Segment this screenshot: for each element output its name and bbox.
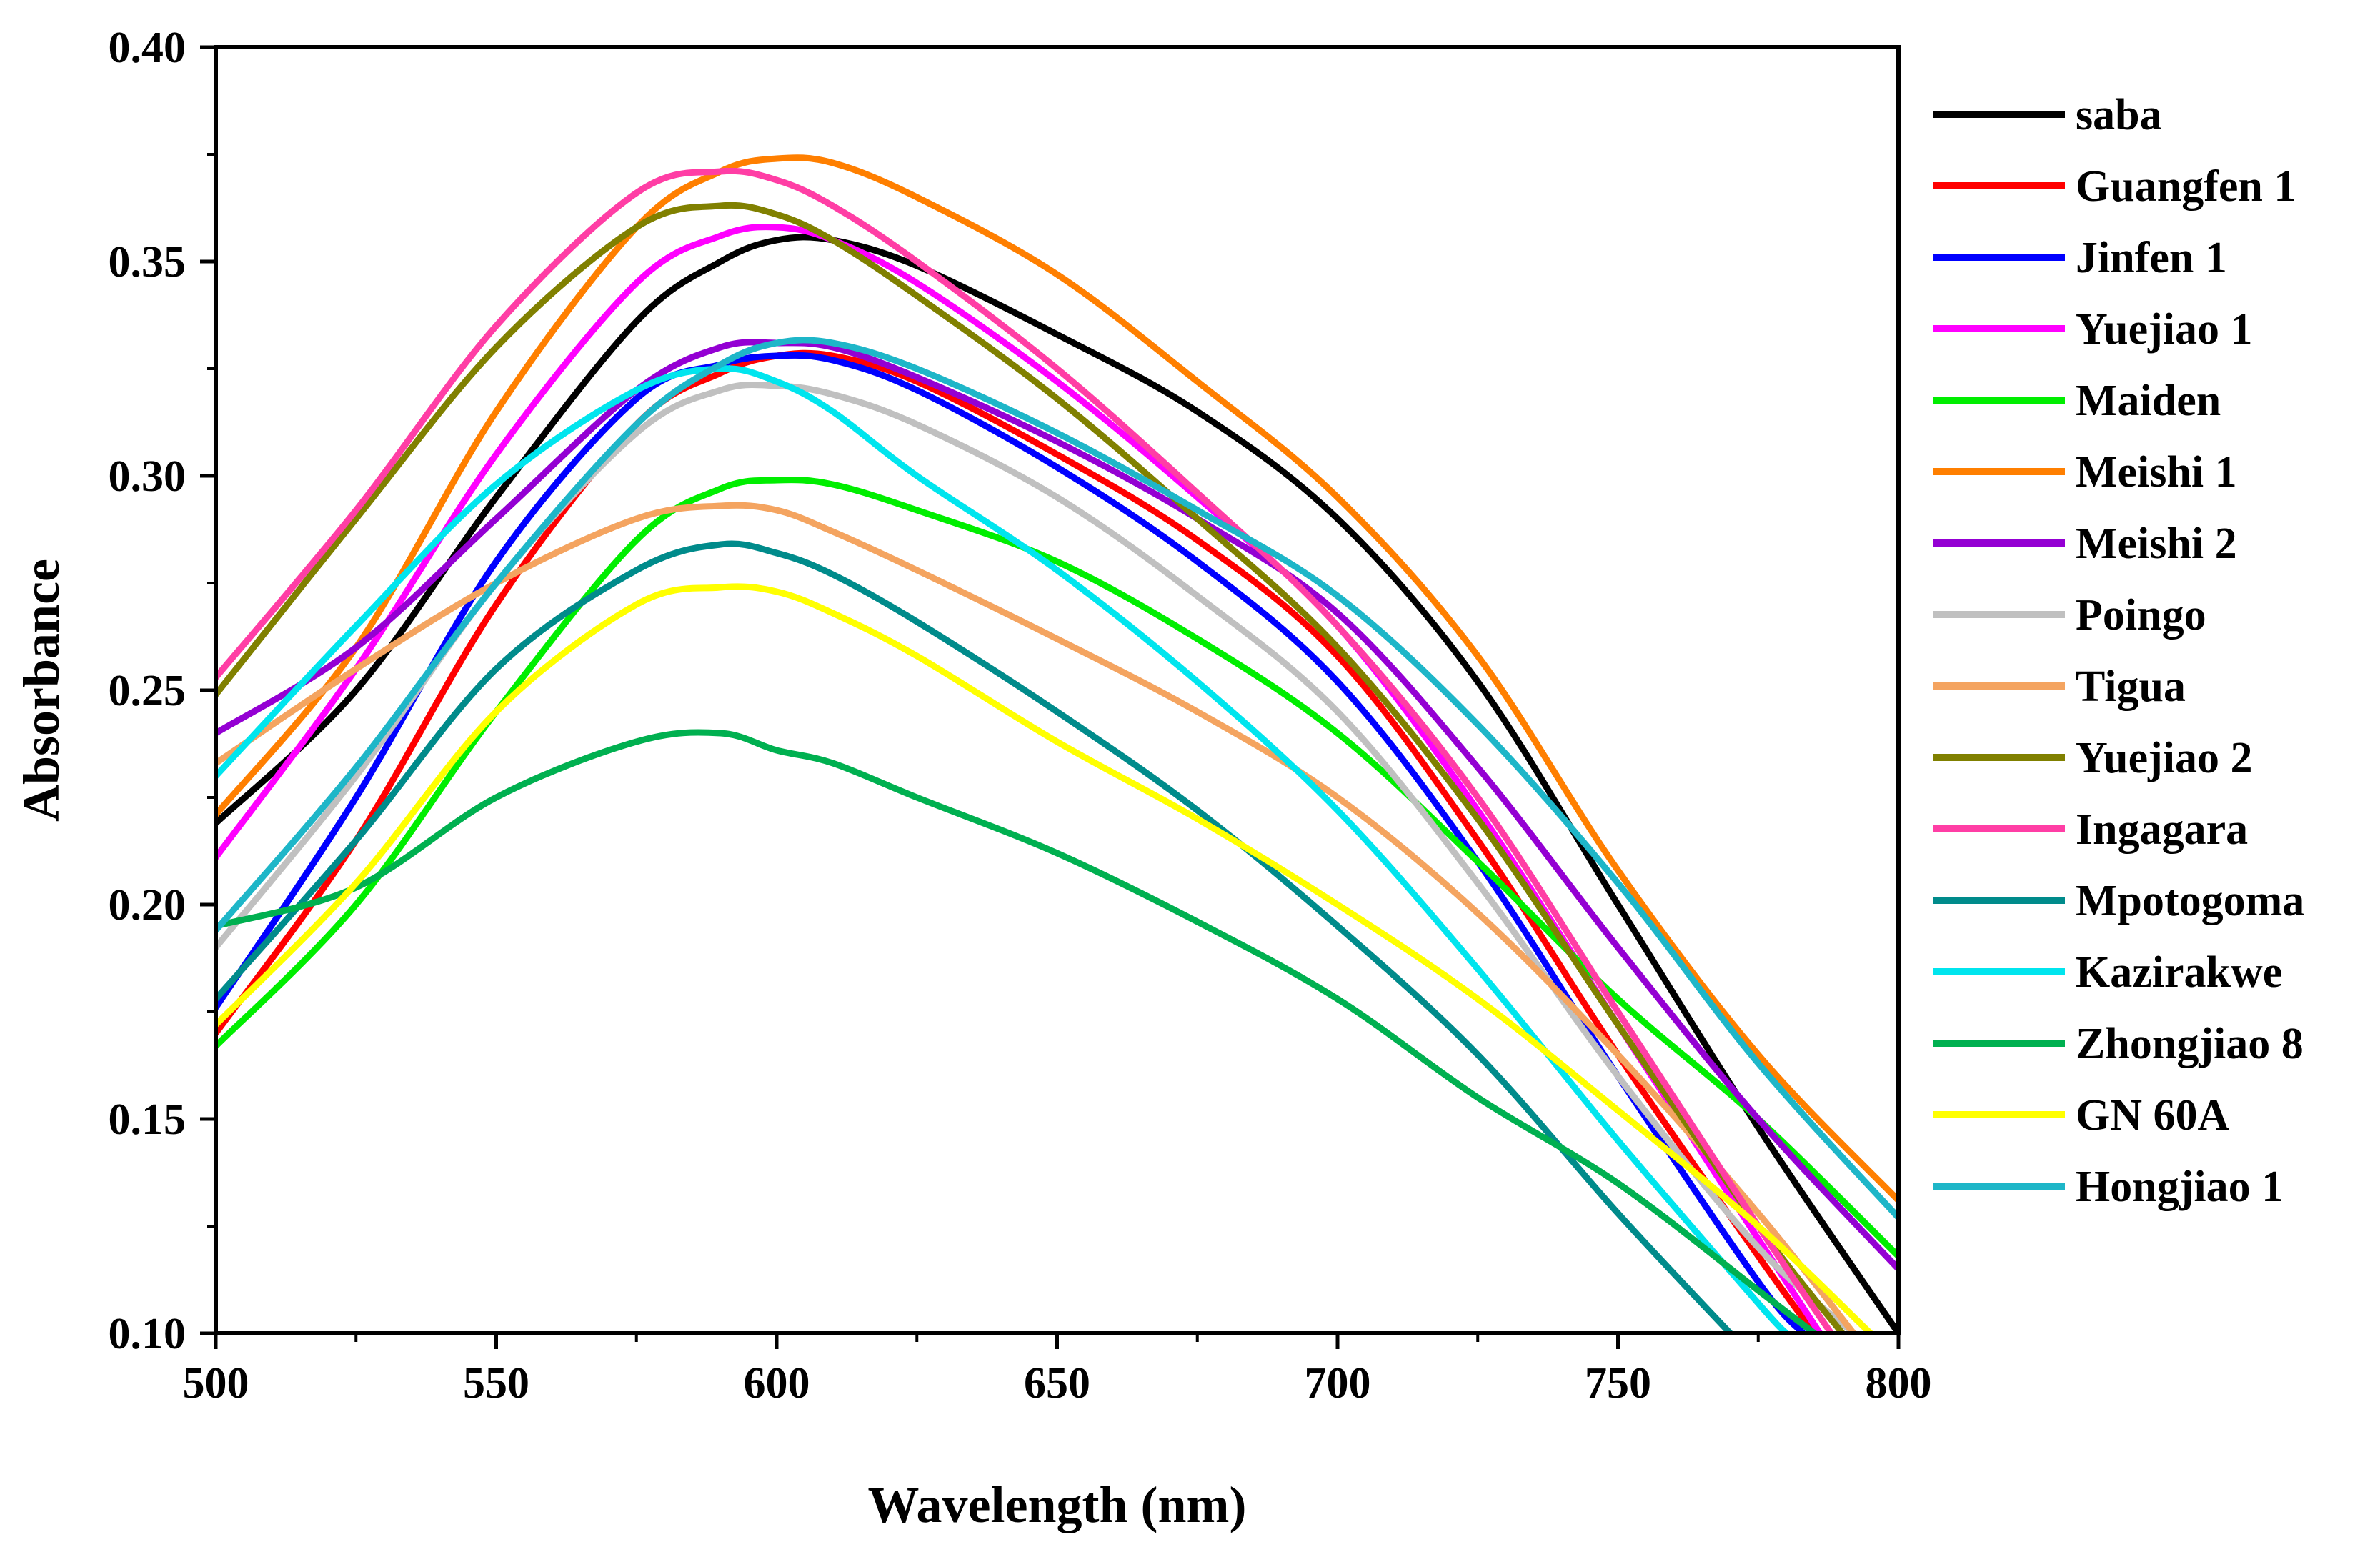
x-tick-label: 800 bbox=[1866, 1359, 1932, 1408]
y-tick-label: 0.20 bbox=[109, 881, 186, 930]
x-tick-label: 600 bbox=[744, 1359, 810, 1408]
legend-label: Meishi 1 bbox=[2076, 448, 2237, 497]
legend-label: Yuejiao 1 bbox=[2076, 305, 2252, 354]
series-line-zhongjiao-8 bbox=[216, 729, 1818, 1333]
y-tick-label: 0.40 bbox=[109, 24, 186, 72]
x-tick-label: 750 bbox=[1585, 1359, 1651, 1408]
legend-label: Guangfen 1 bbox=[2076, 162, 2296, 211]
series-line-gn-60a bbox=[216, 583, 1874, 1333]
y-tick-label: 0.10 bbox=[109, 1310, 186, 1358]
x-tick-label: 700 bbox=[1305, 1359, 1371, 1408]
series-line-meishi-1 bbox=[216, 154, 1898, 1204]
series-line-meishi-2 bbox=[216, 339, 1898, 1273]
legend-label: Kazirakwe bbox=[2076, 948, 2282, 997]
legend-label: Hongjiao 1 bbox=[2076, 1163, 2284, 1211]
series-line-hongjiao-1 bbox=[216, 337, 1898, 1221]
axes-layer: 500 550 600 650 700 750 800 0.10 0.15 0.20 0.25 0.3… bbox=[109, 24, 1932, 1408]
series-line-saba bbox=[216, 234, 1898, 1333]
y-tick-label: 0.15 bbox=[109, 1095, 186, 1144]
series-layer bbox=[216, 154, 1898, 1333]
legend-label: Yuejiao 2 bbox=[2076, 734, 2252, 782]
series-line-jinfen-1 bbox=[216, 352, 1807, 1333]
y-tick-label: 0.35 bbox=[109, 238, 186, 287]
series-line-tigua bbox=[216, 502, 1857, 1333]
legend-label: GN 60A bbox=[2076, 1091, 2230, 1140]
x-tick-label: 500 bbox=[183, 1359, 249, 1408]
series-line-ingagara bbox=[216, 167, 1835, 1333]
legend-label: Zhongjiao 8 bbox=[2076, 1020, 2304, 1068]
x-axis-title: Wavelength (nm) bbox=[868, 1476, 1247, 1533]
legend-label: Ingagara bbox=[2076, 805, 2248, 854]
series-line-yuejiao-2 bbox=[216, 202, 1846, 1333]
y-tick-label: 0.30 bbox=[109, 452, 186, 501]
legend: saba Guangfen 1 Jinfen 1 Yuejiao 1 Maiden Mei… bbox=[1933, 91, 2304, 1211]
series-line-mpotogoma bbox=[216, 540, 1733, 1333]
x-tick-label: 550 bbox=[463, 1359, 529, 1408]
legend-label: saba bbox=[2076, 91, 2162, 139]
series-line-guangfen-1 bbox=[216, 349, 1818, 1333]
y-axis-title: Absorbance bbox=[13, 559, 70, 822]
legend-label: Tigua bbox=[2076, 662, 2186, 711]
legend-label: Jinfen 1 bbox=[2076, 234, 2227, 282]
legend-label: Mpotogoma bbox=[2076, 877, 2304, 925]
y-tick-label: 0.25 bbox=[109, 667, 186, 715]
plot-frame bbox=[214, 45, 1901, 1335]
x-tick-label: 650 bbox=[1024, 1359, 1090, 1408]
legend-label: Meishi 2 bbox=[2076, 519, 2237, 568]
series-line-kazirakwe bbox=[216, 365, 1790, 1333]
legend-label: Poingo bbox=[2076, 591, 2206, 640]
legend-label: Maiden bbox=[2076, 377, 2221, 425]
